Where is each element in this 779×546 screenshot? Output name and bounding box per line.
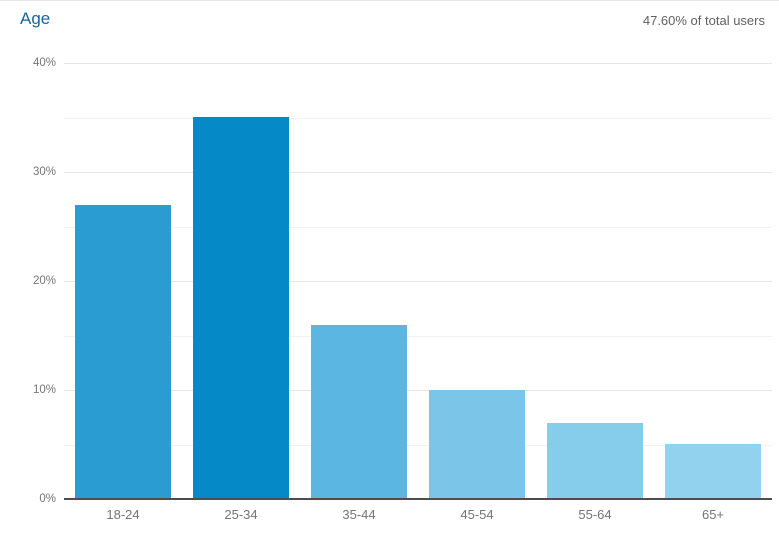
y-tick-label-10pct: 10% xyxy=(32,384,56,396)
gridline-30pct xyxy=(64,172,772,173)
bar-chart-plot-area xyxy=(64,63,772,499)
bar-45-54[interactable] xyxy=(429,390,525,499)
y-tick-label-40pct: 40% xyxy=(32,57,56,69)
gridline-35pct xyxy=(64,117,772,119)
y-tick-label-20pct: 20% xyxy=(32,275,56,287)
x-tick-label-18-24: 18-24 xyxy=(106,507,140,522)
total-users-percent: 47.60% of total users xyxy=(642,13,765,28)
gridline-15pct xyxy=(64,335,772,337)
gridline-5pct xyxy=(64,444,772,446)
y-tick-label-0pct: 0% xyxy=(39,493,56,505)
x-tick-label-25-34: 25-34 xyxy=(224,507,258,522)
gridline-25pct xyxy=(64,226,772,228)
bar-35-44[interactable] xyxy=(311,325,407,499)
x-tick-label-45-54: 45-54 xyxy=(460,507,494,522)
y-tick-label-30pct: 30% xyxy=(32,166,56,178)
report-title-link[interactable]: Age xyxy=(20,9,51,28)
x-axis-baseline xyxy=(64,498,772,500)
gridline-10pct xyxy=(64,390,772,391)
gridline-40pct xyxy=(64,63,772,64)
bar-55-64[interactable] xyxy=(547,423,643,499)
x-tick-label-55-64: 55-64 xyxy=(578,507,612,522)
bar-25-34[interactable] xyxy=(193,117,289,499)
gridline-20pct xyxy=(64,281,772,282)
x-tick-label-35-44: 35-44 xyxy=(342,507,376,522)
x-axis: 18-24 25-34 35-44 45-54 55-64 65+ xyxy=(64,502,772,526)
x-tick-label-65+: 65+ xyxy=(701,507,725,522)
bar-18-24[interactable] xyxy=(75,205,171,499)
y-axis: 0% 10% 20% 30% 40% xyxy=(0,57,56,505)
bar-65+[interactable] xyxy=(665,444,761,499)
